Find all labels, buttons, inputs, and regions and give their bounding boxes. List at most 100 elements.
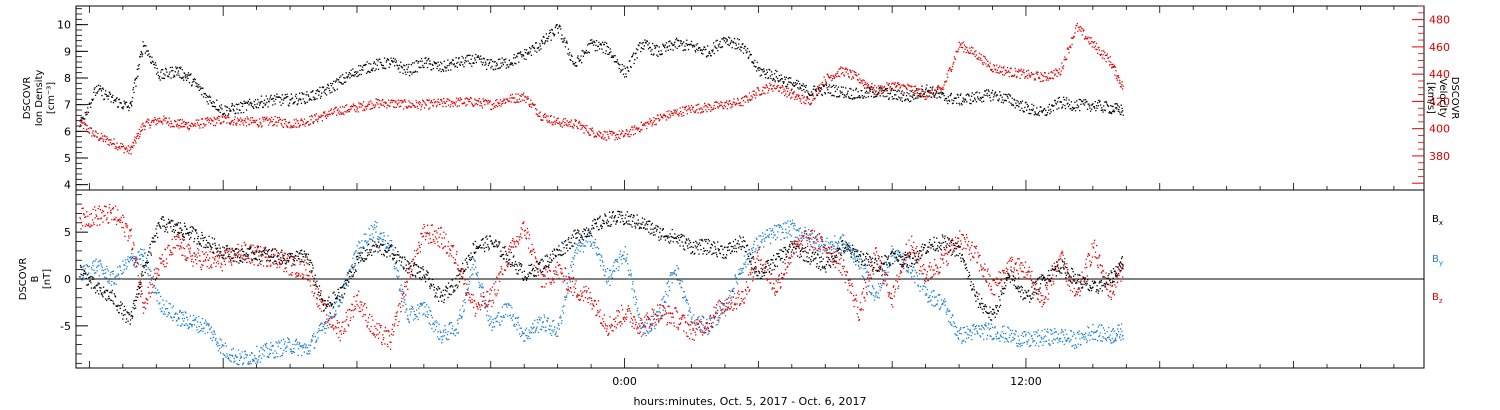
density-point xyxy=(82,116,84,118)
by-point xyxy=(661,299,663,301)
density-point xyxy=(284,97,286,99)
density-point xyxy=(1074,101,1076,103)
by-point xyxy=(691,316,693,318)
velocity-point xyxy=(981,59,983,62)
density-point xyxy=(380,62,382,64)
velocity-point xyxy=(739,104,741,107)
density-point xyxy=(508,66,510,68)
by-point xyxy=(323,323,325,326)
by-point xyxy=(131,256,133,259)
density-point xyxy=(1118,106,1120,108)
by-point xyxy=(259,361,262,363)
velocity-point xyxy=(589,127,591,130)
velocity-point xyxy=(825,82,828,84)
velocity-point xyxy=(385,102,387,104)
density-point xyxy=(545,40,547,42)
by-point xyxy=(184,311,186,313)
density-point xyxy=(175,67,178,70)
velocity-point xyxy=(987,64,989,66)
velocity-point xyxy=(952,63,954,65)
velocity-point xyxy=(877,92,879,95)
by-point xyxy=(547,317,549,319)
by-point xyxy=(581,245,583,247)
velocity-point xyxy=(296,126,298,128)
density-point xyxy=(747,57,749,59)
velocity-point xyxy=(121,146,123,148)
by-point xyxy=(366,244,369,246)
density-point xyxy=(486,68,488,70)
by-point xyxy=(408,320,410,322)
velocity-point xyxy=(564,121,566,124)
by-point xyxy=(479,285,482,287)
axis-title-line: Velocity xyxy=(1437,78,1448,117)
density-point xyxy=(444,66,446,68)
density-point xyxy=(578,60,580,62)
by-point xyxy=(478,281,480,284)
density-point xyxy=(554,26,556,29)
velocity-point xyxy=(871,90,874,93)
by-point xyxy=(351,266,353,268)
by-point xyxy=(610,275,612,277)
density-point xyxy=(314,97,316,99)
density-point xyxy=(547,37,549,40)
by-point xyxy=(314,347,316,349)
velocity-point xyxy=(624,135,626,137)
velocity-point xyxy=(308,124,310,126)
by-point xyxy=(492,322,495,324)
density-point xyxy=(542,42,544,44)
density-point xyxy=(582,55,585,57)
density-point xyxy=(681,42,684,45)
by-point xyxy=(83,265,85,267)
by-point xyxy=(502,316,504,319)
density-point xyxy=(1057,101,1059,103)
velocity-point xyxy=(428,99,430,101)
by-point xyxy=(93,269,95,271)
density-point xyxy=(345,72,347,74)
by-point xyxy=(476,273,478,276)
density-point xyxy=(557,32,559,34)
by-point xyxy=(507,315,509,317)
velocity-point xyxy=(207,117,209,119)
by-point xyxy=(298,343,300,345)
density-point xyxy=(1014,99,1016,101)
by-point xyxy=(460,317,462,319)
density-point xyxy=(865,90,868,92)
density-point xyxy=(986,92,988,95)
velocity-point xyxy=(675,111,678,113)
density-point xyxy=(315,90,318,92)
density-point xyxy=(806,96,808,98)
by-point xyxy=(424,314,427,316)
by-point xyxy=(501,320,503,322)
density-point xyxy=(1011,97,1013,99)
by-point xyxy=(289,348,291,350)
density-point xyxy=(950,94,952,96)
velocity-point xyxy=(685,105,687,107)
density-point xyxy=(837,96,839,98)
by-point xyxy=(184,324,186,327)
density-point xyxy=(991,89,994,92)
velocity-point xyxy=(647,121,649,123)
axis-title-line: DSCOVR xyxy=(22,77,33,120)
density-point xyxy=(930,92,932,94)
by-point xyxy=(149,274,151,276)
velocity-point xyxy=(797,94,799,96)
by-point xyxy=(147,273,149,275)
by-point xyxy=(770,230,772,232)
by-point xyxy=(657,318,659,320)
density-point xyxy=(211,105,214,107)
velocity-point xyxy=(781,84,783,87)
velocity-point xyxy=(914,92,916,95)
density-point xyxy=(806,90,808,92)
by-point xyxy=(135,256,137,258)
velocity-point xyxy=(1005,70,1007,72)
velocity-point xyxy=(580,128,582,130)
density-point xyxy=(900,92,902,95)
velocity-point xyxy=(468,101,470,103)
by-point xyxy=(751,248,753,250)
density-point xyxy=(231,103,233,105)
density-point xyxy=(487,59,489,61)
by-point xyxy=(574,249,577,251)
by-point xyxy=(586,241,589,243)
density-point xyxy=(339,81,341,84)
by-point xyxy=(421,303,424,305)
